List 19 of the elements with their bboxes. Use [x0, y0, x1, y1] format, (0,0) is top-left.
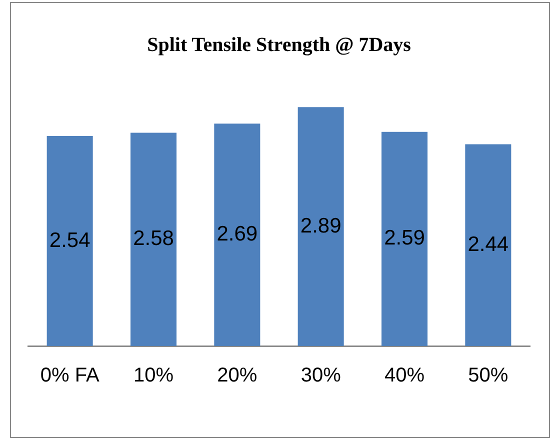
- x-tick-label: 30%: [300, 364, 342, 387]
- bar: [130, 132, 177, 346]
- x-tick-label: 20%: [217, 364, 258, 387]
- data-label: 2.69: [216, 222, 258, 246]
- bar: [465, 144, 512, 346]
- x-tick-label: 40%: [384, 364, 425, 387]
- data-label: 2.58: [133, 227, 174, 250]
- bar: [298, 107, 344, 346]
- data-label: 2.54: [49, 228, 91, 252]
- x-tick-label: 0% FA: [40, 364, 100, 387]
- bar: [381, 132, 428, 346]
- data-label: 2.44: [468, 232, 509, 256]
- x-tick-label: 50%: [468, 364, 508, 387]
- bar: [214, 124, 260, 346]
- x-tick-label: 10%: [133, 364, 174, 387]
- data-label: 2.89: [300, 214, 342, 238]
- data-label: 2.59: [384, 226, 425, 250]
- chart-title: Split Tensile Strength @ 7Days: [147, 34, 412, 56]
- bar: [46, 136, 93, 346]
